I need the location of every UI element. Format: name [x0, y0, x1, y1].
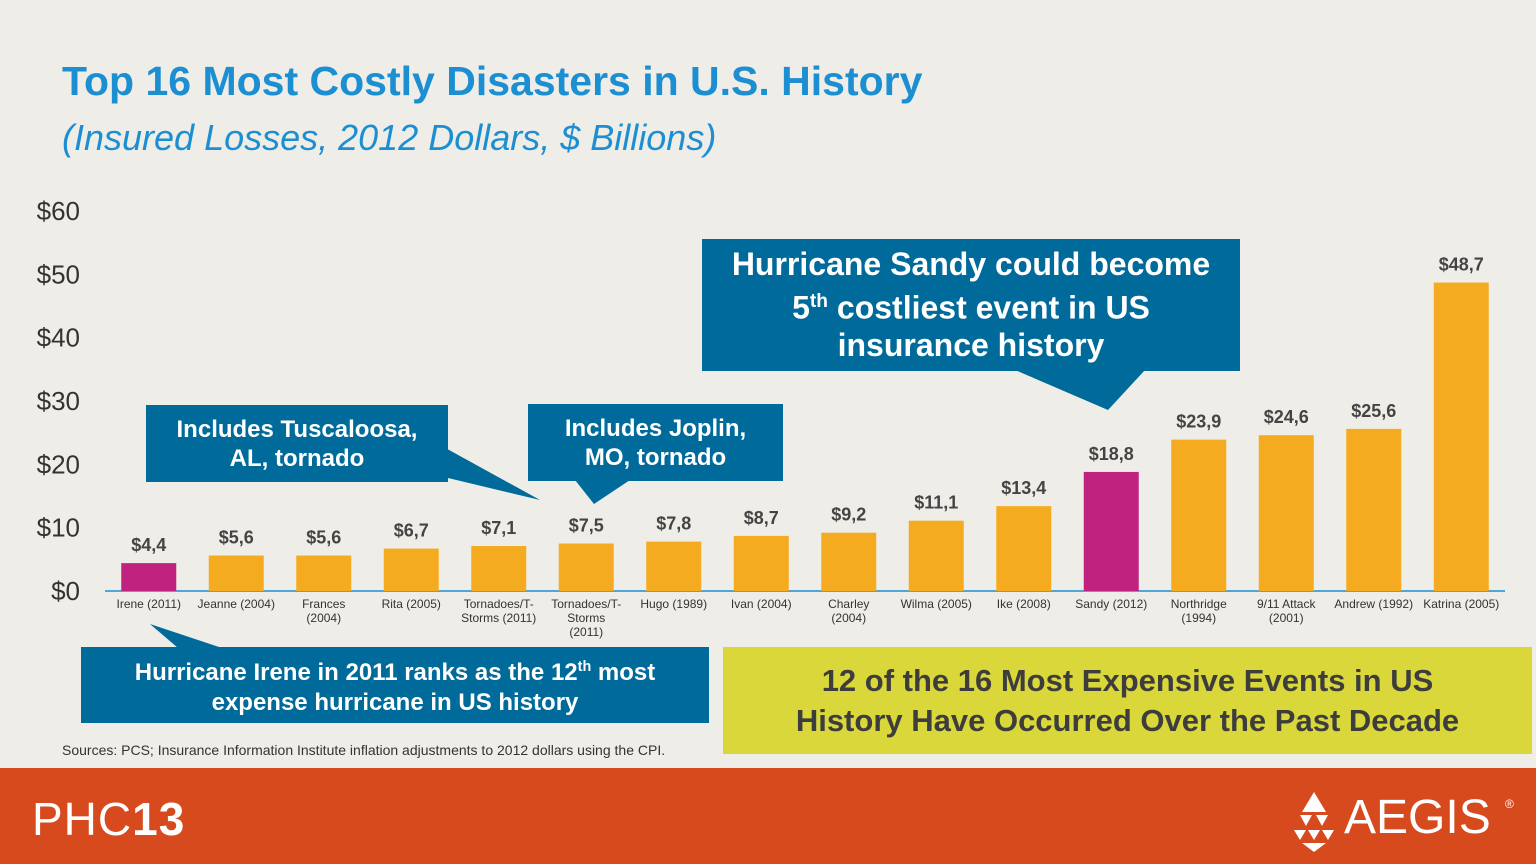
- bar-value-label: $7,8: [656, 514, 691, 534]
- x-tick-label: Charley: [828, 597, 869, 611]
- aegis-triangle-icon: [1294, 792, 1334, 852]
- decade-highlight-box: 12 of the 16 Most Expensive Events in US…: [723, 647, 1532, 754]
- bar-value-label: $48,7: [1439, 255, 1484, 275]
- bar-value-label: $23,9: [1176, 412, 1221, 432]
- bar-value-label: $5,6: [219, 528, 254, 548]
- x-tick-label: Katrina (2005): [1423, 597, 1499, 611]
- joplin-callout-pointer: [575, 480, 630, 504]
- bar: [121, 563, 177, 591]
- footer-bar: [0, 768, 1536, 864]
- bar: [558, 543, 614, 591]
- tuscaloosa-callout-line2: AL, tornado: [229, 444, 365, 472]
- x-tick-label: Jeanne (2004): [198, 597, 275, 611]
- irene-callout-line2: expense hurricane in US history: [211, 689, 579, 716]
- irene-callout: Hurricane Irene in 2011 ranks as the 12t…: [81, 647, 709, 723]
- y-tick-label: $30: [37, 386, 80, 416]
- bar-value-label: $4,4: [131, 535, 166, 555]
- bar: [296, 555, 352, 591]
- decade-line2: History Have Occurred Over the Past Deca…: [795, 702, 1460, 738]
- bar-chart: $0 $10 $20 $30 $40 $50 $60 $4,4 Irene (2011) $5,6…: [37, 196, 1505, 639]
- y-tick-label: $40: [37, 323, 80, 353]
- sandy-callout: Hurricane Sandy could become 5th costlie…: [702, 239, 1240, 371]
- sources-note: Sources: PCS; Insurance Information Inst…: [62, 742, 666, 758]
- x-tick-label: Ike (2008): [997, 597, 1051, 611]
- bar: [646, 541, 702, 591]
- joplin-callout: Includes Joplin, MO, tornado: [528, 404, 783, 481]
- x-tick-label: (2011): [569, 625, 603, 639]
- x-tick-label: Wilma (2005): [901, 597, 972, 611]
- x-tick-label: Tornadoes/T-: [551, 597, 621, 611]
- irene-callout-sup: th: [577, 659, 592, 675]
- x-tick-label: Andrew (1992): [1334, 597, 1413, 611]
- bar-value-label: $6,7: [394, 521, 429, 541]
- bar: [383, 548, 439, 591]
- x-tick-label: 9/11 Attack: [1257, 597, 1316, 611]
- y-tick-label: $10: [37, 513, 80, 543]
- y-tick-label: $60: [37, 196, 80, 226]
- x-tick-label: Northridge: [1171, 597, 1227, 611]
- tuscaloosa-callout-pointer: [440, 445, 540, 500]
- bar-value-label: $7,1: [481, 518, 516, 538]
- phc-brand-bold: 13: [132, 793, 186, 845]
- x-tick-label: (2004): [831, 611, 866, 625]
- chart-title: Top 16 Most Costly Disasters in U.S. His…: [62, 58, 923, 104]
- bar-value-label: $13,4: [1001, 478, 1046, 498]
- sandy-callout-num: 5: [792, 289, 810, 326]
- x-tick-label: (2001): [1269, 611, 1304, 625]
- bar: [1346, 428, 1402, 591]
- aegis-logo-text: AEGIS: [1344, 791, 1491, 844]
- x-tick-label: Storms: [567, 611, 605, 625]
- y-tick-label: $50: [37, 259, 80, 289]
- bar-value-label: $9,2: [831, 505, 866, 525]
- tuscaloosa-callout: Includes Tuscaloosa, AL, tornado: [146, 405, 448, 482]
- bar: [208, 555, 264, 591]
- x-tick-label: Frances: [302, 597, 345, 611]
- sandy-callout-line2: costliest event in US: [828, 289, 1150, 326]
- bar-value-label: $24,6: [1264, 407, 1309, 427]
- bar: [471, 546, 527, 591]
- x-tick-label: Rita (2005): [382, 597, 441, 611]
- irene-callout-pointer: [150, 624, 222, 648]
- x-tick-label: (1994): [1181, 611, 1216, 625]
- x-tick-label: Storms (2011): [461, 611, 536, 625]
- x-tick-label: Sandy (2012): [1075, 597, 1147, 611]
- chart-subtitle: (Insured Losses, 2012 Dollars, $ Billion…: [62, 117, 717, 158]
- x-tick-label: Tornadoes/T-: [464, 597, 534, 611]
- sandy-callout-line1: Hurricane Sandy could become: [731, 246, 1211, 283]
- bar-value-label: $25,6: [1351, 401, 1396, 421]
- bar: [1258, 435, 1314, 591]
- irene-callout-line1a: Hurricane Irene in 2011 ranks as the 12: [134, 659, 578, 686]
- bar-value-label: $7,5: [569, 516, 604, 536]
- tuscaloosa-callout-line1: Includes Tuscaloosa,: [176, 415, 418, 443]
- bar: [1083, 471, 1139, 591]
- y-tick-label: $0: [51, 576, 80, 606]
- bar: [996, 506, 1052, 591]
- bar: [733, 535, 789, 591]
- sandy-callout-sup: th: [809, 291, 829, 313]
- joplin-callout-line2: MO, tornado: [584, 443, 727, 471]
- x-tick-label: (2004): [306, 611, 341, 625]
- bar: [1171, 439, 1227, 591]
- y-tick-label: $20: [37, 449, 80, 479]
- x-tick-label: Irene (2011): [117, 597, 181, 611]
- bar-value-label: $8,7: [744, 508, 779, 528]
- callout-pointers: [150, 370, 1145, 648]
- phc-brand-light: PHC: [32, 793, 133, 845]
- bar: [821, 532, 877, 591]
- registered-mark: ®: [1505, 797, 1514, 811]
- irene-callout-line1b: most: [591, 659, 656, 686]
- phc-brand: PHC13: [32, 792, 185, 846]
- bar: [908, 520, 964, 591]
- x-tick-label: Hugo (1989): [640, 597, 707, 611]
- joplin-callout-line1: Includes Joplin,: [564, 414, 747, 442]
- bar-value-label: $11,1: [914, 493, 958, 513]
- sandy-callout-line3: insurance history: [837, 326, 1105, 363]
- x-tick-label: Ivan (2004): [731, 597, 792, 611]
- sandy-callout-pointer: [1015, 370, 1145, 410]
- bar-value-label: $18,8: [1089, 444, 1134, 464]
- bar: [1433, 282, 1489, 591]
- decade-line1: 12 of the 16 Most Expensive Events in US: [821, 662, 1434, 698]
- bar-value-label: $5,6: [306, 528, 341, 548]
